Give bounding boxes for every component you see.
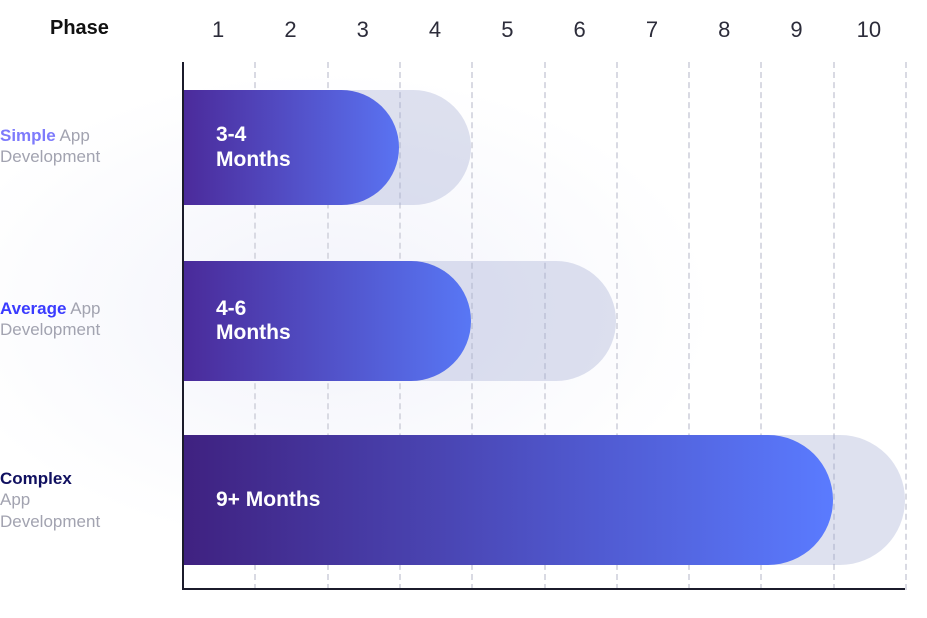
bar-average: 4-6 Months: [182, 261, 471, 381]
row-label-complex: ComplexAppDevelopment: [0, 468, 170, 532]
bar-label: 4-6 Months: [182, 297, 291, 345]
row-label-simple: Simple AppDevelopment: [0, 125, 170, 168]
row-label-line3: Development: [0, 511, 170, 532]
x-tick-label: 9: [790, 17, 802, 43]
axis-title: Phase: [50, 17, 109, 40]
y-axis-line: [182, 62, 184, 590]
bar-simple: 3-4 Months: [182, 90, 399, 205]
x-tick-label: 8: [718, 17, 730, 43]
row-label-average: Average AppDevelopment: [0, 298, 170, 341]
app-development-timeline-chart: Phase 12345678910 Simple AppDevelopmentA…: [0, 0, 927, 618]
x-tick-label: 3: [357, 17, 369, 43]
row-label-line2: App: [0, 489, 170, 510]
x-tick-label: 4: [429, 17, 441, 43]
row-label-rest: App: [66, 299, 100, 318]
grid-line: [905, 62, 907, 590]
x-tick-label: 5: [501, 17, 513, 43]
row-label-bold: Simple: [0, 126, 56, 145]
x-axis-line: [182, 588, 905, 590]
row-label-bold: Complex: [0, 469, 72, 488]
row-label-line2: Development: [0, 146, 170, 167]
bar-label: 3-4 Months: [182, 123, 291, 171]
row-label-line2: Development: [0, 319, 170, 340]
bar-complex: 9+ Months: [182, 435, 833, 565]
x-tick-label: 6: [574, 17, 586, 43]
row-label-bold: Average: [0, 299, 66, 318]
bar-label: 9+ Months: [182, 488, 320, 512]
row-label-rest: App: [56, 126, 90, 145]
plot-area: 3-4 Months 4-6 Months 9+ Months: [182, 62, 905, 590]
x-tick-label: 2: [284, 17, 296, 43]
x-tick-label: 1: [212, 17, 224, 43]
x-tick-label: 7: [646, 17, 658, 43]
x-tick-label: 10: [857, 17, 881, 43]
